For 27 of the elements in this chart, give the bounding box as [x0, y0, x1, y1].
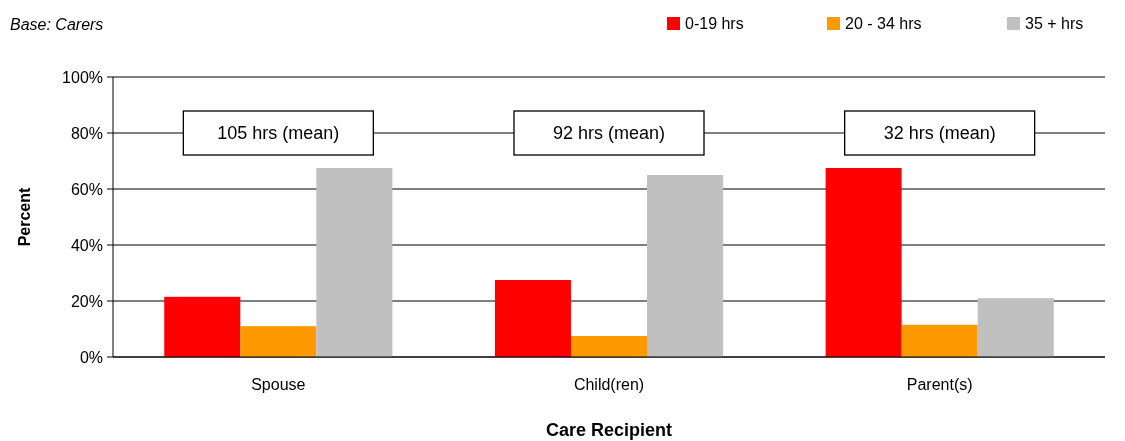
y-tick-label: 100% — [62, 68, 103, 86]
legend-label: 20 - 34 hrs — [845, 15, 922, 32]
y-tick-label: 20% — [70, 292, 103, 310]
bar — [164, 296, 241, 357]
bar — [240, 326, 317, 357]
y-tick-label: 0% — [79, 348, 103, 366]
annotation: 32 hrs (mean) — [883, 123, 996, 144]
bar — [570, 336, 648, 357]
bar — [977, 298, 1054, 357]
annotation: 92 hrs (mean) — [552, 123, 666, 144]
bar — [494, 280, 571, 357]
bar — [647, 175, 724, 357]
legend-label: 35 + hrs — [1025, 15, 1084, 32]
annotation: 105 hrs (mean) — [217, 123, 340, 144]
bar — [901, 324, 978, 357]
bar — [825, 168, 902, 357]
y-tick-label: 40% — [70, 236, 103, 254]
legend-label: 0-19 hrs — [685, 15, 744, 32]
y-tick-label: 60% — [70, 180, 103, 198]
x-tick-label: Child(ren) — [573, 376, 645, 393]
bar — [316, 168, 393, 357]
y-axis-title: Percent — [16, 186, 33, 247]
x-tick-label: Spouse — [251, 376, 306, 393]
chart-subtitle: Base: Carers — [10, 16, 104, 33]
x-tick-label: Parent(s) — [906, 376, 973, 393]
x-axis-title: Care Recipient — [545, 420, 673, 440]
y-tick-label: 80% — [70, 124, 103, 142]
